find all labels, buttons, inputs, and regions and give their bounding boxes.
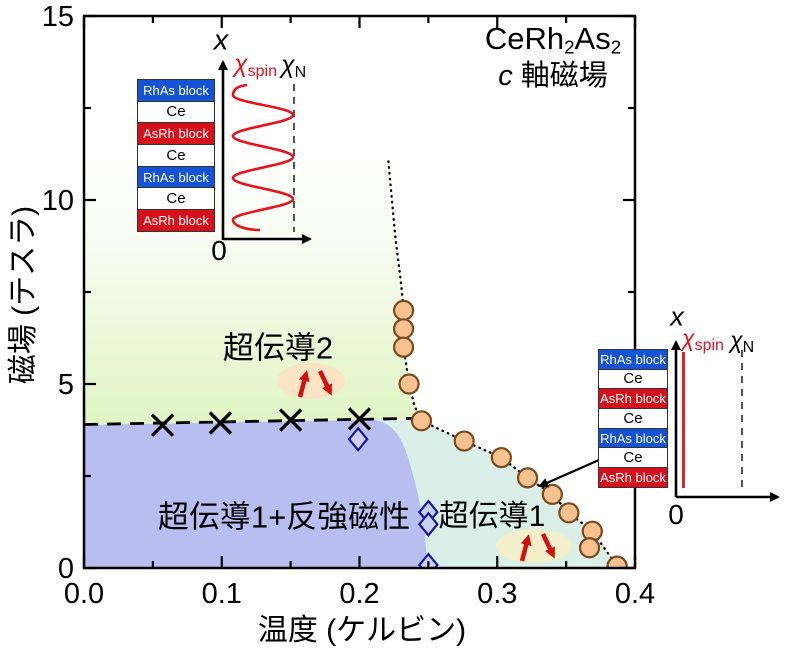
y-tick-label: 15: [42, 1, 74, 33]
data-point-diamond: [347, 426, 369, 452]
block-ce: Ce: [598, 407, 668, 429]
block-ce: Ce: [137, 187, 215, 211]
inset-right-origin-label: 0: [668, 499, 684, 530]
x-tick-label: 0.1: [202, 578, 242, 610]
inset-left-axes: [218, 60, 312, 244]
data-point-circle: [398, 373, 420, 395]
spin-down-arrow-sc1: [540, 533, 556, 559]
inset-right-chi-spin-label: χspin: [682, 325, 724, 354]
region-sc1-afm: [84, 419, 427, 568]
inset-left-block-stack: RhAs block Ce AsRh block Ce RhAs block C…: [137, 78, 215, 233]
data-point-circle: [490, 447, 512, 469]
region-label-sc2: 超伝導2: [222, 330, 334, 366]
inset-right-axes: [671, 340, 780, 502]
x-tick-label: 0.4: [615, 578, 655, 610]
block-rhas: RhAs block: [598, 348, 668, 370]
data-point-circle: [392, 336, 415, 358]
block-rhas: RhAs block: [137, 165, 215, 189]
block-ce: Ce: [137, 143, 215, 167]
y-axis-title: 磁場 (テスラ): [7, 205, 40, 385]
x-axis-title: 温度 (ケルビン): [257, 614, 467, 647]
data-layer: [84, 160, 628, 568]
block-asrh: AsRh block: [137, 122, 215, 146]
data-point-circle: [541, 483, 563, 505]
field-direction-label: c 軸磁場: [498, 60, 608, 93]
inset-right-block-stack: RhAs block Ce AsRh block Ce RhAs block C…: [598, 348, 668, 489]
inset-right-x-axis-label: x: [670, 301, 684, 332]
data-point-circle: [392, 299, 415, 321]
inset-left-x-axis-label: x: [213, 24, 229, 57]
region-label-sc1-afm: 超伝導1+反強磁性: [157, 499, 411, 535]
block-rhas: RhAs block: [137, 78, 215, 102]
inset-right-chi-n-label: χN: [730, 327, 755, 356]
block-ce: Ce: [137, 100, 215, 124]
block-asrh: AsRh block: [137, 209, 215, 233]
data-point-x: [208, 411, 233, 435]
data-point-circle: [410, 410, 433, 432]
data-point-diamond: [417, 511, 439, 537]
block-asrh: AsRh block: [598, 388, 668, 410]
spin-down-arrow-sc2: [317, 370, 333, 396]
data-point-x: [347, 407, 372, 431]
y-tick-label: 5: [58, 369, 74, 401]
inset-left-origin-label: 0: [211, 235, 227, 266]
inset-left-chi-spin-label: χspin: [234, 50, 278, 80]
spin-up-arrow-sc1: [519, 534, 532, 562]
block-ce: Ce: [598, 447, 668, 469]
block-rhas: RhAs block: [598, 427, 668, 449]
x-tick-label: 0.2: [339, 578, 379, 610]
x-tick-label: 0.3: [477, 578, 517, 610]
data-point-circle: [606, 555, 628, 568]
data-point-circle: [453, 430, 475, 452]
region-sc2: [84, 150, 421, 425]
data-point-circle: [392, 318, 415, 340]
block-asrh: AsRh block: [598, 467, 668, 489]
inset-left-chi-n-label: χN: [281, 51, 307, 81]
data-point-circle: [558, 502, 580, 524]
phase-boundary-dashed: [84, 416, 422, 426]
data-point-x: [278, 408, 303, 432]
y-tick-label: 0: [58, 553, 74, 585]
x-tick-label: 0.0: [64, 578, 104, 610]
plot-title: CeRh2As2 c 軸磁場: [453, 20, 653, 95]
inset-left-chi-spin-wave: [231, 83, 295, 232]
block-ce: Ce: [598, 368, 668, 390]
compound-formula: CeRh2As2: [484, 21, 622, 58]
region-label-sc1: 超伝導1: [438, 500, 546, 533]
data-point-circle: [578, 537, 601, 559]
y-tick-label: 10: [42, 185, 74, 217]
inset-pointer-arrow: [538, 458, 600, 488]
spin-ellipse-sc2: [277, 363, 345, 399]
data-point-circle: [516, 467, 539, 489]
data-point-x: [150, 413, 175, 437]
spin-up-arrow-sc2: [297, 370, 310, 398]
